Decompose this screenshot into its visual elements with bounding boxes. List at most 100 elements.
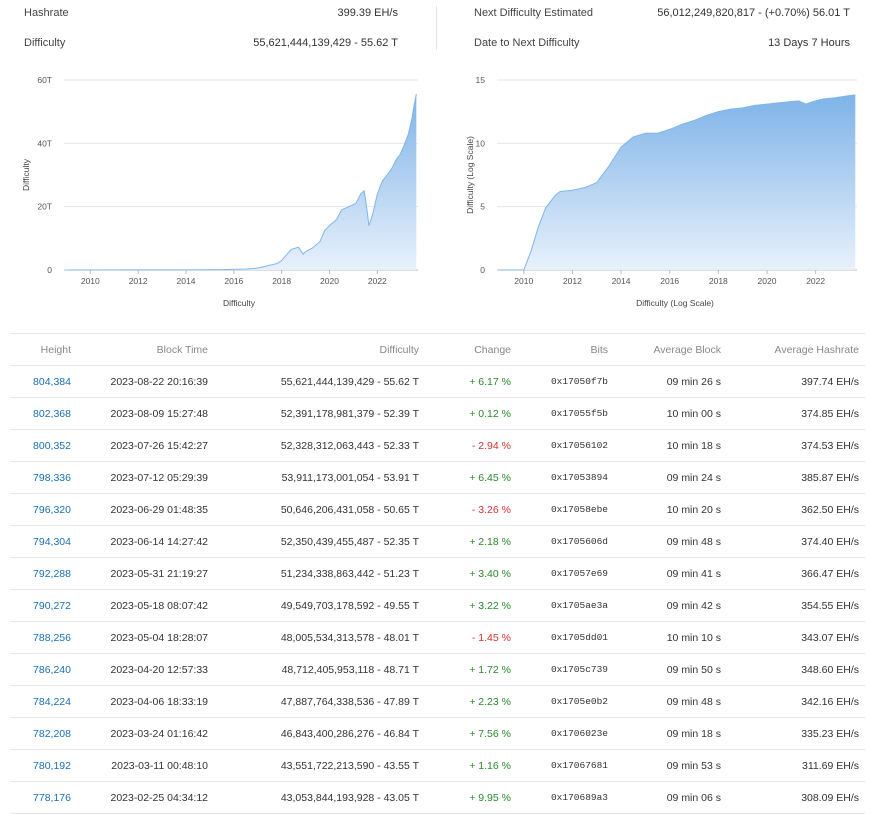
average-hashrate-cell: 374.53 EH/s [727, 429, 865, 462]
average-hashrate-cell: 342.16 EH/s [727, 685, 865, 718]
y-tick-label: 40T [37, 138, 52, 148]
block-height-link[interactable]: 800,352 [10, 429, 77, 462]
x-tick-label: 2018 [272, 276, 291, 286]
y-tick-label: 20T [37, 202, 52, 212]
bits-cell: 0x17057e69 [515, 557, 614, 590]
average-hashrate-cell: 385.87 EH/s [727, 461, 865, 494]
change-cell: - 1.45 % [423, 621, 515, 654]
col-height[interactable]: Height [10, 333, 77, 366]
series-line [66, 93, 417, 271]
difficulty-cell: 43,053,844,193,928 - 43.05 T [212, 781, 423, 814]
block-height-link[interactable]: 786,240 [10, 653, 77, 686]
block-time-cell: 2023-05-18 08:07:42 [77, 589, 212, 622]
block-height-link[interactable]: 804,384 [10, 365, 77, 398]
block-time-cell: 2023-04-20 12:57:33 [77, 653, 212, 686]
table-row: 796,320 2023-06-29 01:48:35 50,646,206,431… [10, 493, 865, 526]
change-cell: + 3.22 % [423, 589, 515, 622]
col-block-time[interactable]: Block Time [77, 333, 212, 366]
x-tick-label: 2010 [514, 276, 533, 286]
average-block-cell: 09 min 48 s [614, 525, 727, 558]
average-hashrate-cell: 366.47 EH/s [727, 557, 865, 590]
change-cell: + 7.56 % [423, 717, 515, 750]
y-tick-label: 5 [480, 202, 485, 212]
bits-cell: 0x17053894 [515, 461, 614, 494]
table-row: 794,304 2023-06-14 14:27:42 52,350,439,455… [10, 525, 865, 558]
date-next-label: Date to Next Difficulty [474, 37, 580, 49]
table-row: 782,208 2023-03-24 01:16:42 46,843,400,286… [10, 717, 865, 750]
table-row: 800,352 2023-07-26 15:42:27 52,328,312,063… [10, 429, 865, 462]
table-row: 798,336 2023-07-12 05:29:39 53,911,173,001… [10, 461, 865, 494]
y-tick-label: 0 [47, 265, 52, 275]
average-hashrate-cell: 374.40 EH/s [727, 525, 865, 558]
difficulty-value: 55,621,444,139,429 - 55.62 T [253, 37, 398, 49]
change-cell: + 1.72 % [423, 653, 515, 686]
table-row: 778,176 2023-02-25 04:34:12 43,053,844,193… [10, 781, 865, 814]
block-time-cell: 2023-08-22 20:16:39 [77, 365, 212, 398]
col-average-block[interactable]: Average Block [614, 333, 727, 366]
change-cell: - 2.94 % [423, 429, 515, 462]
bits-cell: 0x1705c739 [515, 653, 614, 686]
x-tick-label: 2016 [660, 276, 679, 286]
header-divider [436, 6, 437, 50]
block-time-cell: 2023-08-09 15:27:48 [77, 397, 212, 430]
block-height-link[interactable]: 784,224 [10, 685, 77, 718]
block-height-link[interactable]: 778,176 [10, 781, 77, 814]
block-time-cell: 2023-03-24 01:16:42 [77, 717, 212, 750]
difficulty-cell: 52,350,439,455,487 - 52.35 T [212, 525, 423, 558]
difficulty-cell: 51,234,338,863,442 - 51.23 T [212, 557, 423, 590]
block-height-link[interactable]: 802,368 [10, 397, 77, 430]
average-block-cell: 10 min 00 s [614, 397, 727, 430]
bits-cell: 0x1705606d [515, 525, 614, 558]
y-axis-label: Difficulty [21, 158, 31, 191]
hashrate-value: 399.39 EH/s [337, 7, 398, 19]
table-row: 788,256 2023-05-04 18:28:07 48,005,534,313… [10, 621, 865, 654]
block-height-link[interactable]: 782,208 [10, 717, 77, 750]
date-next-value: 13 Days 7 Hours [768, 37, 850, 49]
difficulty-cell: 47,887,764,338,536 - 47.89 T [212, 685, 423, 718]
block-time-cell: 2023-06-29 01:48:35 [77, 493, 212, 526]
col-average-hashrate[interactable]: Average Hashrate [727, 333, 865, 366]
change-cell: + 6.17 % [423, 365, 515, 398]
difficulty-chart: 0 20T 40T 60T 2010 2012 2014 2016 2018 2020 2022 Di… [21, 75, 857, 308]
x-tick-label: 2022 [368, 276, 387, 286]
average-hashrate-cell: 397.74 EH/s [727, 365, 865, 398]
average-hashrate-cell: 362.50 EH/s [727, 493, 865, 526]
table-header-row: Height Block Time Difficulty Change Bits… [10, 333, 865, 366]
block-height-link[interactable]: 792,288 [10, 557, 77, 590]
table-row: 784,224 2023-04-06 18:33:19 47,887,764,338… [10, 685, 865, 718]
average-hashrate-cell: 335.23 EH/s [727, 717, 865, 750]
table-row: 786,240 2023-04-20 12:57:33 48,712,405,953… [10, 653, 865, 686]
col-change[interactable]: Change [423, 333, 515, 366]
bits-cell: 0x1705dd01 [515, 621, 614, 654]
average-hashrate-cell: 354.55 EH/s [727, 589, 865, 622]
average-hashrate-cell: 348.60 EH/s [727, 653, 865, 686]
difficulty-cell: 46,843,400,286,276 - 46.84 T [212, 717, 423, 750]
bits-cell: 0x17055f5b [515, 397, 614, 430]
block-height-link[interactable]: 788,256 [10, 621, 77, 654]
difficulty-cell: 50,646,206,431,058 - 50.65 T [212, 493, 423, 526]
average-block-cell: 09 min 42 s [614, 589, 727, 622]
block-height-link[interactable]: 798,336 [10, 461, 77, 494]
block-height-link[interactable]: 796,320 [10, 493, 77, 526]
x-axis-label: Difficulty (Log Scale) [636, 298, 714, 308]
y-tick-label: 0 [480, 265, 485, 275]
average-hashrate-cell: 308.09 EH/s [727, 781, 865, 814]
col-difficulty[interactable]: Difficulty [212, 333, 423, 366]
average-hashrate-cell: 374.85 EH/s [727, 397, 865, 430]
average-block-cell: 10 min 18 s [614, 429, 727, 462]
bits-cell: 0x1706023e [515, 717, 614, 750]
difficulty-cell: 53,911,173,001,054 - 53.91 T [212, 461, 423, 494]
x-tick-label: 2014 [612, 276, 631, 286]
y-tick-label: 60T [37, 75, 52, 85]
difficulty-label: Difficulty [24, 37, 66, 49]
average-block-cell: 09 min 24 s [614, 461, 727, 494]
table-row: 792,288 2023-05-31 21:19:27 51,234,338,863… [10, 557, 865, 590]
average-hashrate-cell: 343.07 EH/s [727, 621, 865, 654]
block-time-cell: 2023-05-31 21:19:27 [77, 557, 212, 590]
block-height-link[interactable]: 790,272 [10, 589, 77, 622]
difficulty-cell: 48,005,534,313,578 - 48.01 T [212, 621, 423, 654]
col-bits[interactable]: Bits [515, 333, 614, 366]
block-height-link[interactable]: 794,304 [10, 525, 77, 558]
change-cell: + 2.18 % [423, 525, 515, 558]
bits-cell: 0x170689a3 [515, 781, 614, 814]
